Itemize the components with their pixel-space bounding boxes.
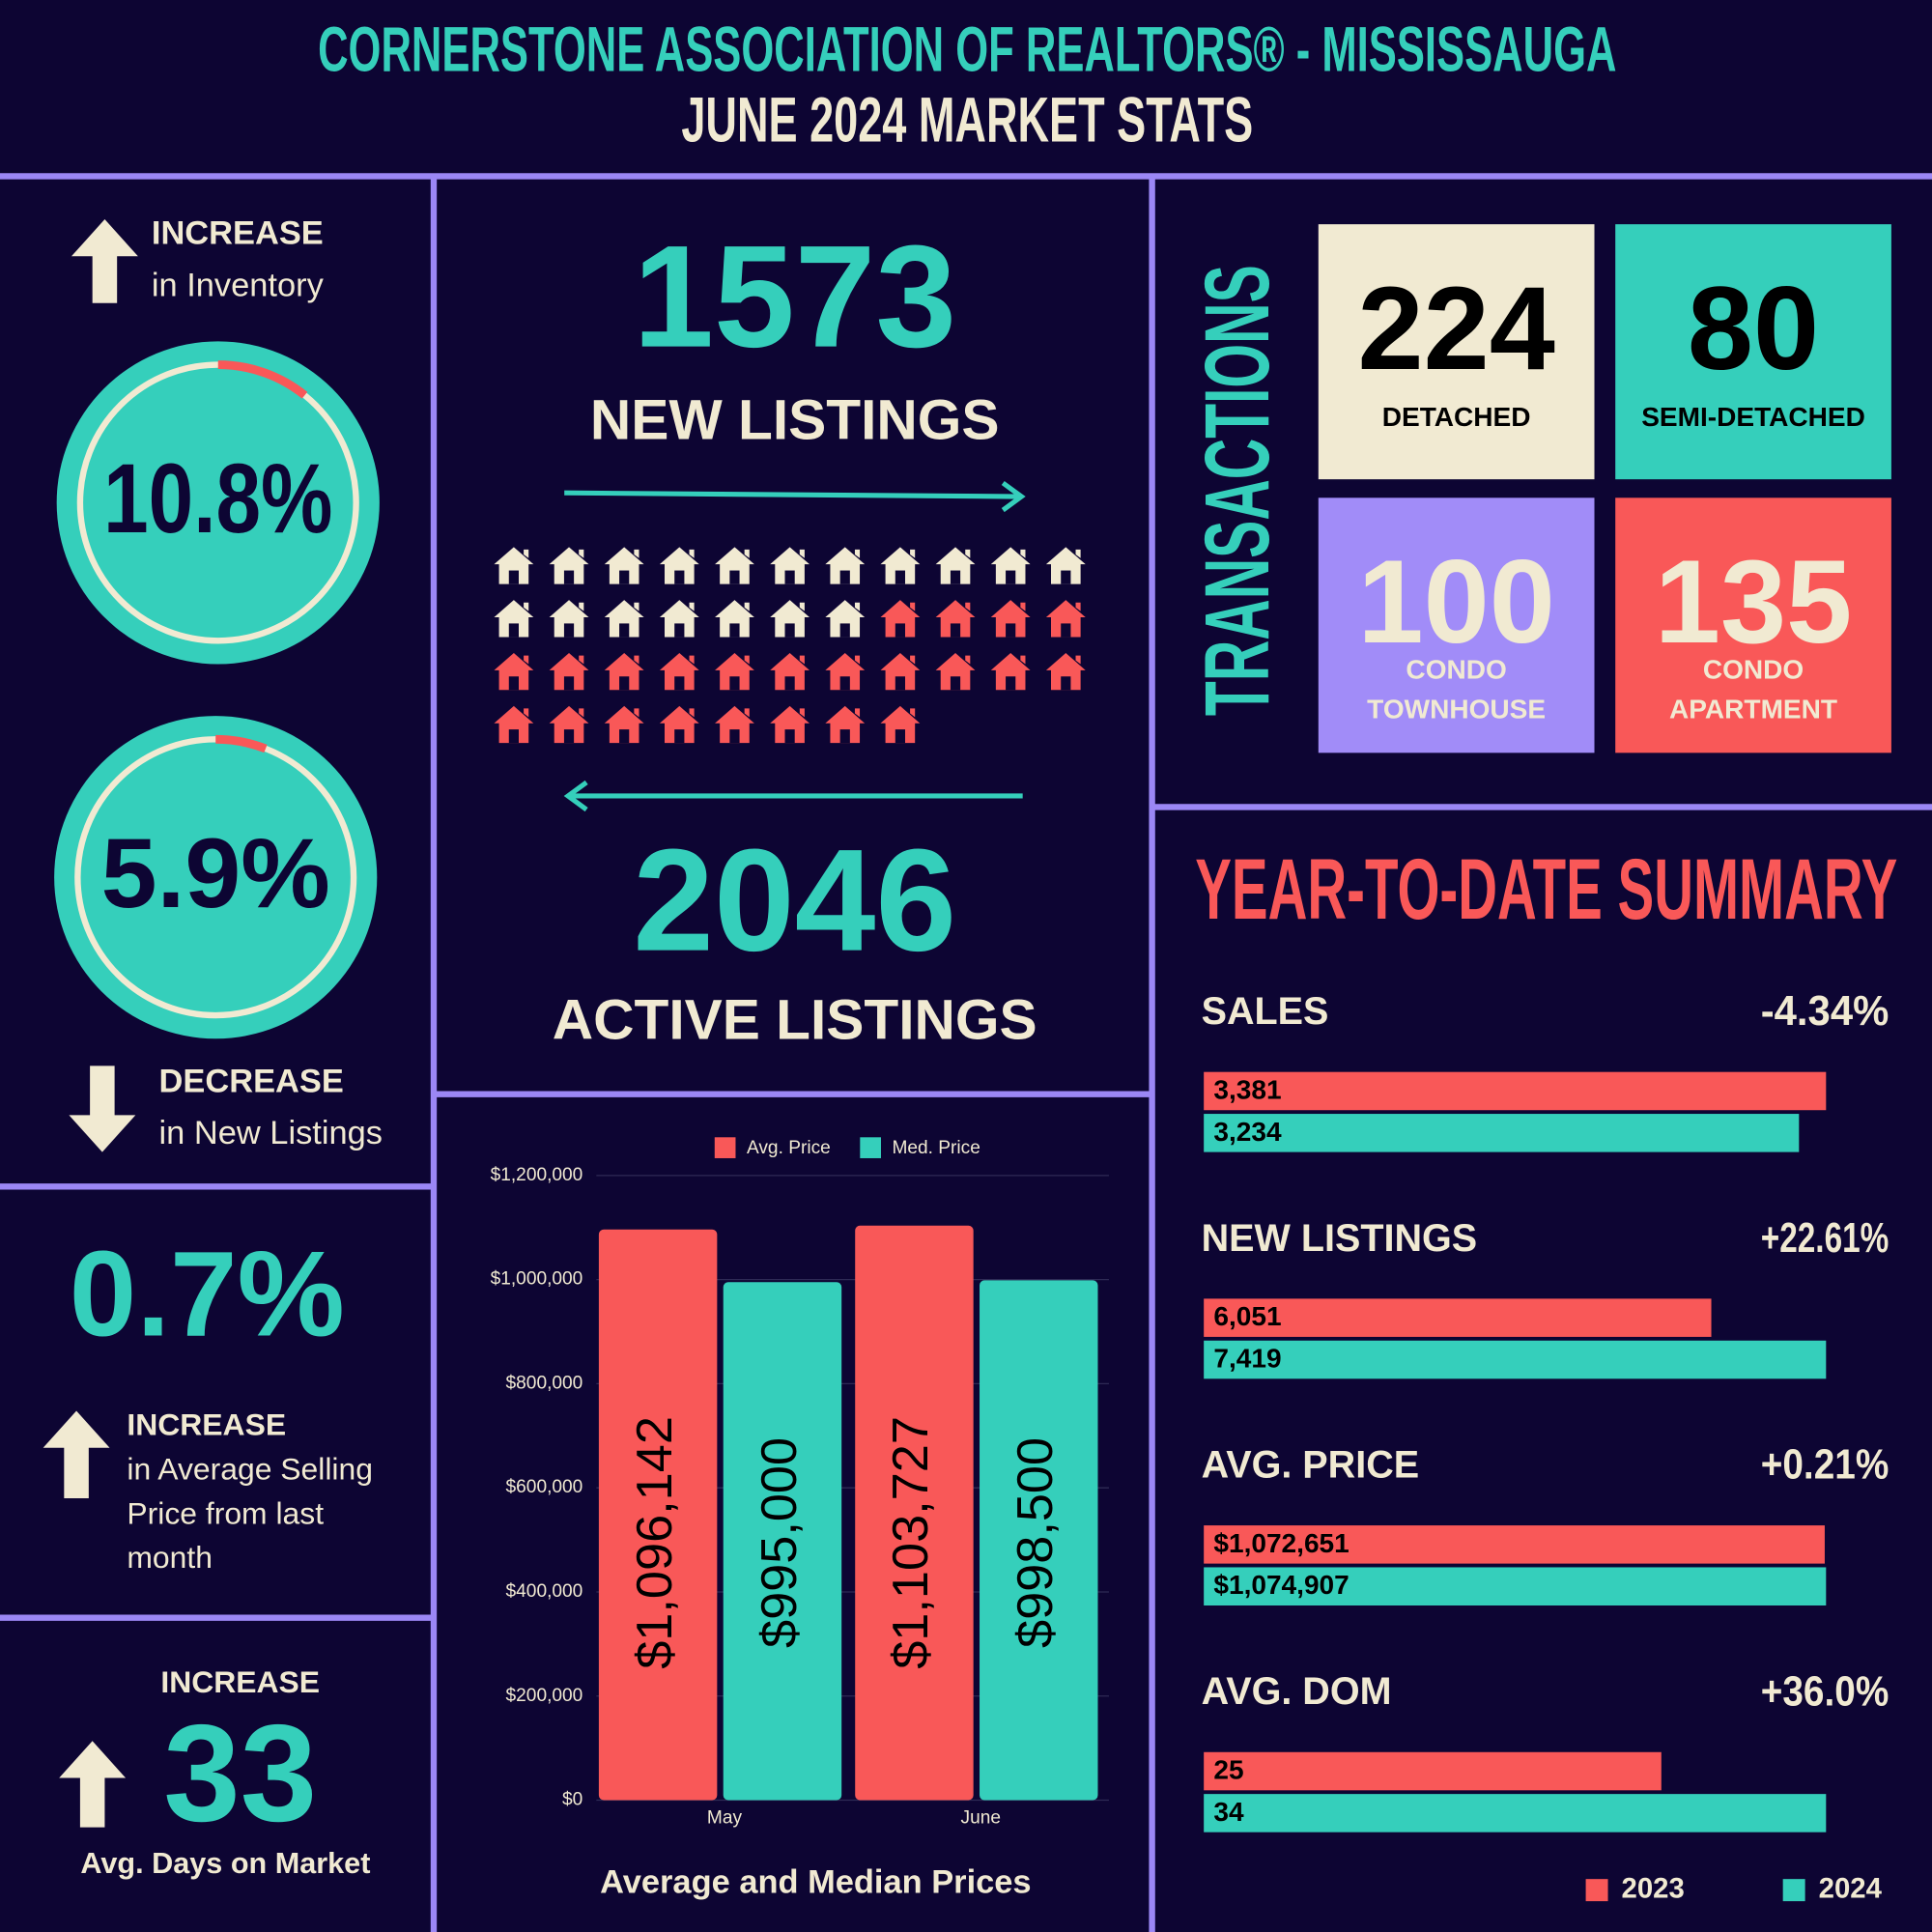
- description: Avg. Days on Market: [80, 1847, 370, 1880]
- x-tick-label: June: [961, 1808, 1001, 1829]
- metric-change: -4.34%: [1761, 988, 1889, 1035]
- legend-swatch: [1585, 1879, 1608, 1902]
- metric-change: +0.21%: [1761, 1442, 1889, 1489]
- price-change: 0.7%: [70, 1228, 345, 1362]
- metric-name: AVG. PRICE: [1202, 1444, 1420, 1487]
- subtitle: JUNE 2024 MARKET STATS: [681, 84, 1253, 156]
- tile: [1318, 497, 1595, 753]
- bar: [1204, 1794, 1827, 1833]
- chart-title: Average and Median Prices: [600, 1863, 1031, 1900]
- value-label: 3,234: [1213, 1117, 1282, 1147]
- bar: [1204, 1298, 1712, 1337]
- tile: [1615, 497, 1891, 753]
- legend-label: Avg. Price: [747, 1138, 831, 1158]
- new-listings-label: NEW LISTINGS: [590, 388, 1000, 451]
- bar: [980, 1280, 1098, 1801]
- bar: [1204, 1071, 1827, 1111]
- direction: INCREASE: [127, 1406, 286, 1441]
- title: CORNERSTONE ASSOCIATION OF REALTORS® - M…: [318, 14, 1616, 86]
- y-tick-label: $1,000,000: [491, 1269, 583, 1290]
- value-label: $998,500: [1008, 1437, 1064, 1648]
- bar: [1204, 1567, 1827, 1605]
- ring-outer: [56, 341, 380, 665]
- transaction-tiles: 224DETACHED80SEMI-DETACHED100CONDOTOWNHO…: [1318, 224, 1891, 753]
- tile-label: CONDO: [1703, 655, 1804, 685]
- bar: [1204, 1751, 1662, 1791]
- value-label: 6,051: [1213, 1301, 1281, 1331]
- bar: [598, 1229, 718, 1801]
- bar: [1204, 1340, 1827, 1379]
- ring-label: 10.8%: [103, 443, 332, 554]
- price-chart: $0 $200,000 $400,000 $600,000 $800,000 $1,000…: [491, 1137, 1109, 1829]
- tile-label: TOWNHOUSE: [1367, 694, 1546, 724]
- value-label: $995,000: [752, 1437, 808, 1648]
- dividers: [0, 173, 1932, 1932]
- arrows: [43, 219, 138, 1828]
- active-listings-label: ACTIVE LISTINGS: [553, 988, 1037, 1051]
- value-label: 3,381: [1213, 1075, 1281, 1105]
- tile-label: APARTMENT: [1669, 694, 1837, 724]
- new-listings-value: 1573: [633, 215, 956, 378]
- bar: [723, 1282, 842, 1801]
- metric-name: AVG. DOM: [1202, 1670, 1392, 1713]
- tile-label: CONDO: [1406, 655, 1506, 685]
- tile-value: 80: [1688, 262, 1819, 394]
- transactions-title: TRANSACTIONS: [1187, 265, 1289, 716]
- legend-label: Med. Price: [892, 1138, 980, 1158]
- y-tick-label: $600,000: [506, 1477, 583, 1497]
- legend-label: 2024: [1819, 1872, 1883, 1904]
- tile-value: 135: [1655, 535, 1852, 668]
- bar: [1204, 1114, 1800, 1152]
- direction: INCREASE: [160, 1664, 320, 1699]
- days-value: 33: [163, 1697, 317, 1851]
- y-tick-label: $800,000: [506, 1373, 583, 1393]
- metric-name: NEW LISTINGS: [1202, 1217, 1478, 1260]
- active-listings-value: 2046: [633, 819, 956, 981]
- ring-label: 5.9%: [101, 818, 330, 928]
- rings: 10.8% 5.9%: [54, 341, 380, 1039]
- x-tick-label: May: [707, 1808, 743, 1829]
- legend-swatch: [714, 1137, 736, 1158]
- y-tick-label: $1,200,000: [491, 1165, 583, 1185]
- tile: [1318, 224, 1595, 480]
- metric-change: +36.0%: [1761, 1668, 1889, 1715]
- legend-label: 2023: [1622, 1872, 1685, 1904]
- value-label: $1,074,907: [1213, 1570, 1349, 1600]
- ring-arc: [217, 360, 308, 399]
- flow-arrows: [563, 480, 1026, 812]
- metric-name: SALES: [1202, 990, 1329, 1033]
- value-label: $1,072,651: [1213, 1528, 1349, 1558]
- tile: [1615, 224, 1891, 480]
- ring-arc: [215, 734, 268, 753]
- y-tick-label: $400,000: [506, 1581, 583, 1602]
- legend-swatch: [860, 1137, 881, 1158]
- tile-label: DETACHED: [1382, 402, 1531, 432]
- direction: INCREASE: [152, 215, 324, 252]
- description: in New Listings: [159, 1115, 384, 1151]
- tile-value: 100: [1358, 535, 1555, 668]
- description: in Average Selling: [127, 1451, 373, 1486]
- value-label: 25: [1213, 1755, 1243, 1785]
- value-label: 34: [1213, 1797, 1244, 1827]
- ytd-title: YEAR-TO-DATE SUMMARY: [1195, 840, 1897, 937]
- bar: [1204, 1525, 1825, 1564]
- value-label: 7,419: [1213, 1344, 1281, 1374]
- tile-value: 224: [1358, 262, 1555, 394]
- legend-swatch: [1782, 1879, 1805, 1902]
- direction: DECREASE: [159, 1063, 344, 1099]
- description: in Inventory: [152, 267, 325, 303]
- metric-change: +22.61%: [1761, 1215, 1889, 1262]
- bar: [855, 1225, 974, 1801]
- description: month: [127, 1540, 213, 1575]
- ytd-chart: SALES -4.34% 3,381 3,234 NEW LISTINGS +22.61%…: [1202, 988, 1889, 1904]
- value-label: $1,096,142: [627, 1416, 683, 1669]
- description: Price from last: [127, 1495, 324, 1530]
- ring-outer: [54, 716, 378, 1039]
- value-label: $1,103,727: [883, 1416, 939, 1669]
- y-tick-label: $0: [562, 1790, 582, 1810]
- tile-label: SEMI-DETACHED: [1641, 402, 1865, 432]
- y-tick-label: $200,000: [506, 1686, 583, 1706]
